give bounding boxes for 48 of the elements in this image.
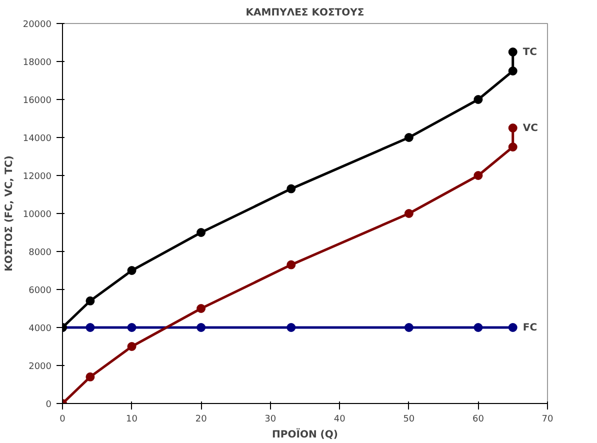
point <box>196 228 206 237</box>
point <box>86 323 95 332</box>
point <box>127 323 136 332</box>
point <box>127 342 136 351</box>
point <box>86 296 95 306</box>
point <box>508 323 518 332</box>
point <box>196 304 206 313</box>
y-tick-label: 14000 <box>22 134 52 144</box>
y-tick-label: 20000 <box>22 20 52 30</box>
y-tick-label: 6000 <box>28 286 52 296</box>
series-label: TC <box>522 47 538 58</box>
x-tick-label: 50 <box>403 414 415 424</box>
y-tick-label: 10000 <box>22 210 52 220</box>
point <box>474 171 483 180</box>
y-tick-label: 18000 <box>22 58 52 68</box>
y-tick-label: 4000 <box>28 324 52 334</box>
point <box>474 323 483 332</box>
point <box>286 260 296 270</box>
x-tick-label: 60 <box>472 414 484 424</box>
y-tick-label: 12000 <box>22 172 52 182</box>
x-axis-title: ΠΡΟΪΟΝ (Q) <box>272 428 338 440</box>
y-tick-label: 2000 <box>28 362 52 372</box>
y-tick-label: 8000 <box>28 248 52 258</box>
y-tick-label: 0 <box>46 400 52 410</box>
point <box>286 184 296 194</box>
y-tick-label: 16000 <box>22 96 52 106</box>
point <box>404 323 414 332</box>
point <box>404 133 414 142</box>
point <box>508 48 518 56</box>
point <box>196 323 206 332</box>
x-tick-label: 10 <box>126 414 138 424</box>
series-label: FC <box>522 322 538 334</box>
series-label: VC <box>522 123 538 134</box>
x-tick-label: 30 <box>264 414 276 424</box>
y-axis-title: ΚΟΣΤΟΣ (FC, VC, TC) <box>4 156 15 272</box>
x-tick-label: 20 <box>195 414 208 424</box>
chart-title: ΚΑΜΠΥΛΕΣ ΚΟΣΤΟΥΣ <box>246 8 364 18</box>
x-tick-label: 70 <box>542 414 554 424</box>
point <box>286 323 296 332</box>
x-tick-label: 0 <box>60 414 66 424</box>
point <box>127 266 136 275</box>
point <box>508 142 518 152</box>
x-tick-label: 40 <box>334 414 346 424</box>
point <box>404 209 414 218</box>
point <box>508 124 518 132</box>
point <box>508 66 518 76</box>
point <box>474 95 483 104</box>
point <box>86 372 95 382</box>
